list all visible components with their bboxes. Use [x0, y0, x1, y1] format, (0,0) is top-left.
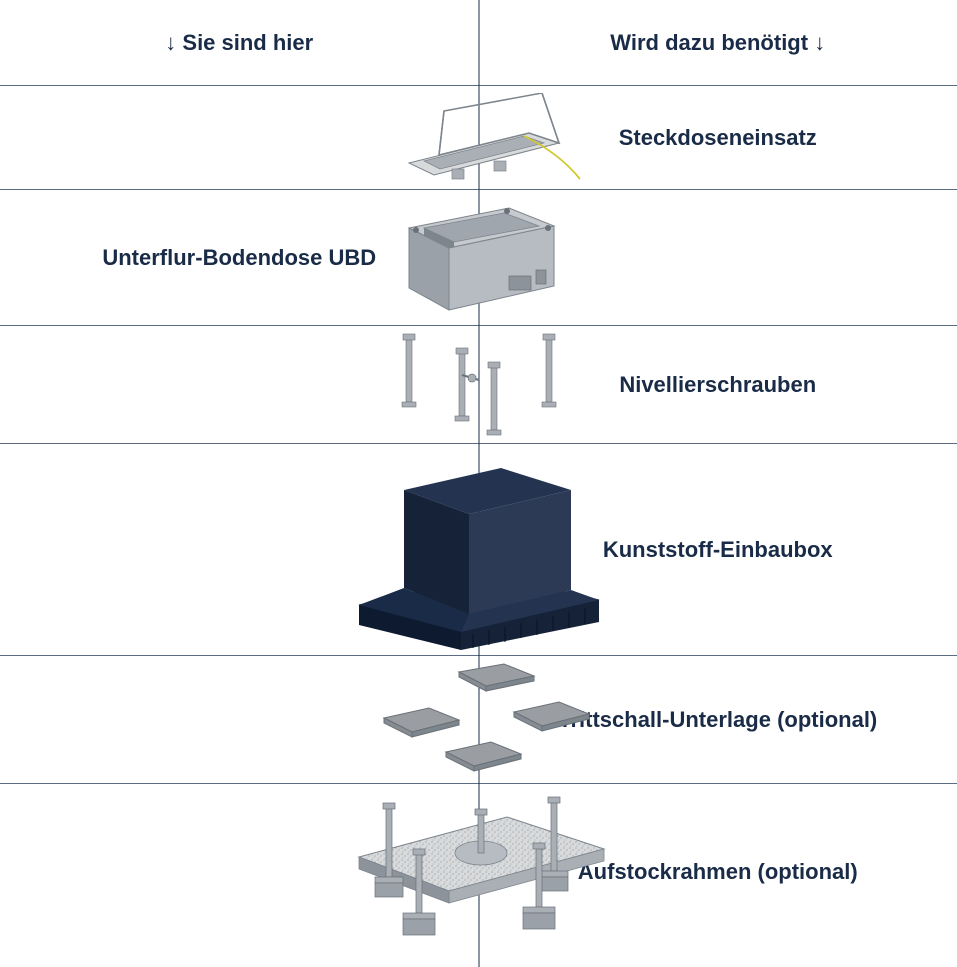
header-right-text: Wird dazu benötigt [610, 30, 808, 55]
label-steckdoseneinsatz: Steckdoseneinsatz [619, 125, 817, 151]
row-steckdoseneinsatz: Steckdoseneinsatz [0, 86, 957, 190]
icon-socket-insert [374, 93, 584, 183]
row-aufstockrahmen: Aufstockrahmen (optional) [0, 784, 957, 960]
icon-sound-pads [364, 662, 594, 777]
row-unterlage: Trittschall-Unterlage (optional) [0, 656, 957, 784]
label-schrauben: Nivellierschrauben [619, 372, 816, 398]
row-einbaubox: Kunststoff-Einbaubox [0, 444, 957, 656]
rows-container: Steckdoseneinsatz [0, 86, 957, 960]
header-left-label: ↓ Sie sind hier [165, 30, 313, 56]
page-container: ↓ Sie sind hier Wird dazu benötigt ↓ Ste… [0, 0, 957, 967]
icon-extension-frame [329, 787, 629, 957]
header-left-cell: ↓ Sie sind hier [0, 0, 479, 85]
icon-floor-box [384, 198, 574, 318]
arrow-down-icon: ↓ [814, 30, 825, 55]
icon-leveling-screws [384, 330, 574, 440]
label-unterlage: Trittschall-Unterlage (optional) [558, 707, 877, 733]
row-bodendose: Unterflur-Bodendose UBD [0, 190, 957, 326]
label-bodendose: Unterflur-Bodendose UBD [102, 245, 376, 271]
row-schrauben: Nivellierschrauben [0, 326, 957, 444]
header-right-label: Wird dazu benötigt ↓ [610, 30, 825, 56]
header-right-cell: Wird dazu benötigt ↓ [479, 0, 957, 85]
header-left-text: Sie sind hier [182, 30, 313, 55]
arrow-down-icon: ↓ [165, 30, 176, 55]
label-einbaubox: Kunststoff-Einbaubox [603, 537, 833, 563]
icon-plastic-box [349, 450, 609, 650]
